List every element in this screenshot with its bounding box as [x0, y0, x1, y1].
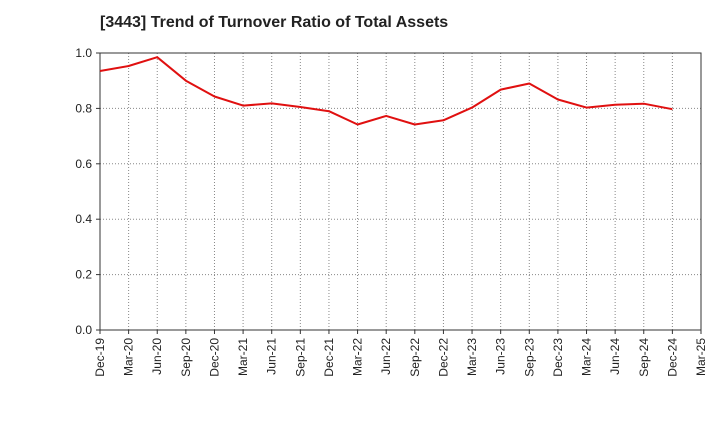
x-tick-label: Jun-22: [379, 338, 393, 375]
x-tick-label: Dec-23: [551, 338, 565, 377]
x-tick-label: Sep-20: [179, 338, 193, 377]
y-tick-label: 1.0: [75, 46, 92, 60]
x-tick-label: Mar-22: [351, 338, 365, 376]
x-tick-label: Dec-21: [322, 338, 336, 377]
x-axis-labels: Dec-19 Mar-20 Jun-20 Sep-20 Dec-20 Mar-21 Jun-…: [93, 330, 708, 377]
x-tick-label: Sep-22: [408, 338, 422, 377]
x-tick-label: Dec-20: [207, 338, 221, 377]
series-line: [99, 56, 673, 126]
x-tick-label: Sep-24: [637, 338, 651, 377]
y-tick-label: 0.6: [75, 157, 92, 171]
x-tick-label: Mar-20: [122, 338, 136, 376]
x-tick-label: Dec-24: [665, 338, 679, 377]
x-tick-label: Mar-24: [580, 338, 594, 376]
x-tick-label: Sep-23: [522, 338, 536, 377]
x-tick-label: Mar-21: [236, 338, 250, 376]
x-tick-label: Mar-25: [694, 338, 708, 376]
y-tick-label: 0.0: [75, 323, 92, 337]
x-tick-label: Jun-24: [608, 338, 622, 375]
x-tick-label: Jun-23: [494, 338, 508, 375]
series-layer: [99, 56, 673, 126]
plot-frame: [99, 52, 702, 331]
y-tick-label: 0.8: [75, 101, 92, 115]
x-tick-label: Dec-22: [436, 338, 450, 377]
x-tick-label: Jun-20: [150, 338, 164, 375]
chart-title: [3443] Trend of Turnover Ratio of Total …: [100, 14, 449, 31]
x-tick-label: Dec-19: [93, 338, 107, 377]
y-tick-label: 0.4: [75, 212, 92, 226]
y-tick-label: 0.2: [75, 268, 92, 282]
grid-layer: [100, 53, 701, 330]
y-axis-labels: 0.0 0.2 0.4 0.6 0.8 1.0: [75, 46, 100, 337]
x-tick-label: Mar-23: [465, 338, 479, 376]
x-tick-label: Jun-21: [265, 338, 279, 375]
x-tick-label: Sep-21: [293, 338, 307, 377]
